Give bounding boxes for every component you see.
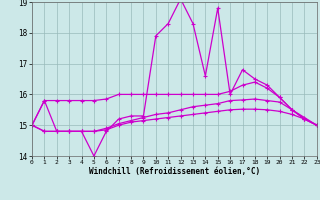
X-axis label: Windchill (Refroidissement éolien,°C): Windchill (Refroidissement éolien,°C) [89, 167, 260, 176]
